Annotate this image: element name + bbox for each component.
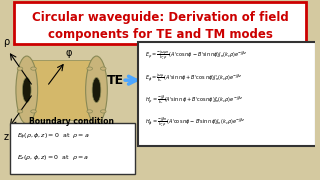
Circle shape [17,67,23,70]
Ellipse shape [86,56,107,124]
Text: components for TE and TM modes: components for TE and TM modes [48,28,272,41]
Circle shape [100,110,106,113]
Circle shape [31,67,36,70]
Polygon shape [27,60,96,120]
Text: φ: φ [65,48,72,58]
Text: $H_\rho = \frac{-j\beta}{k_c}(A'\sin n\phi + B'\cos n\phi)J_n'(k_c\rho)e^{-j\bet: $H_\rho = \frac{-j\beta}{k_c}(A'\sin n\p… [145,93,244,106]
Circle shape [87,67,92,70]
Text: $E_\rho = \frac{-j\omega\mu n}{k_c^2\rho}(A'\cos n\phi - B'\sin n\phi)J_n(k_c\rh: $E_\rho = \frac{-j\omega\mu n}{k_c^2\rho… [145,48,248,62]
Text: Circular waveguide: Derivation of field: Circular waveguide: Derivation of field [32,11,288,24]
Circle shape [31,110,36,113]
Text: $E_\phi = \frac{j\omega\mu}{k_c}(A'\sin n\phi + B'\cos n\phi)J_n'(k_c\rho)e^{-j\: $E_\phi = \frac{j\omega\mu}{k_c}(A'\sin … [145,71,243,84]
Ellipse shape [92,78,101,102]
Text: $E_z(\rho, \phi, z) = 0 \ \ \mathrm{at} \ \ \rho = a$: $E_z(\rho, \phi, z) = 0 \ \ \mathrm{at} … [17,153,89,162]
FancyBboxPatch shape [10,123,135,174]
Text: $E_\phi(\rho, \phi, z) = 0 \ \ \mathrm{at} \ \ \rho = a$: $E_\phi(\rho, \phi, z) = 0 \ \ \mathrm{a… [17,132,90,142]
Ellipse shape [16,56,38,124]
Circle shape [87,110,92,113]
Circle shape [100,67,106,70]
Text: ρ: ρ [4,37,10,47]
Text: TE: TE [107,74,124,87]
Ellipse shape [22,78,31,102]
Text: z: z [4,132,9,142]
FancyBboxPatch shape [14,3,306,44]
Circle shape [17,110,23,113]
Text: Boundary condition: Boundary condition [29,117,114,126]
Text: $H_\phi = \frac{-j\beta n}{k_c^2\rho}(A'\cos n\phi - B'\sin n\phi)J_n(k_c\rho)e^: $H_\phi = \frac{-j\beta n}{k_c^2\rho}(A'… [145,115,246,129]
FancyBboxPatch shape [138,42,316,146]
